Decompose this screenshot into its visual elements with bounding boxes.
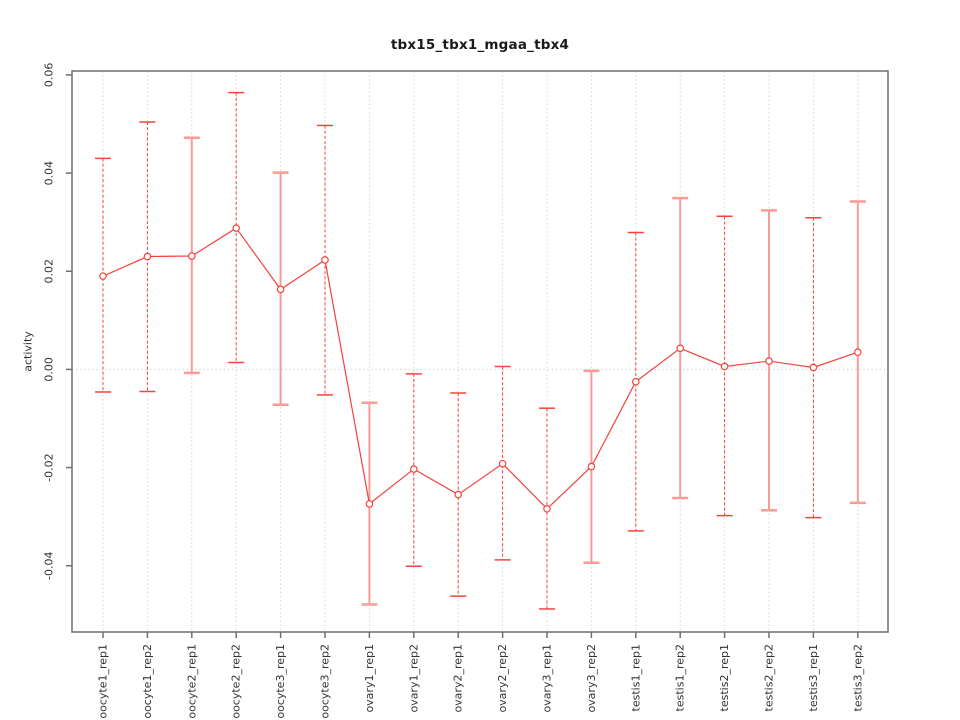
x-tick-label: oocyte1_rep2 [141,644,154,719]
data-point [409,465,418,473]
y-tick-label: 0.06 [43,63,56,88]
x-tick-label: testis1_rep2 [674,644,687,711]
data-point [143,252,152,261]
data-point [853,348,862,357]
data-point [188,252,196,260]
data-point [454,490,463,499]
y-tick-label: -0.04 [43,552,56,580]
data-point [321,256,329,264]
data-point [676,344,685,353]
x-tick-label: ovary2_rep1 [452,644,465,713]
y-tick-label: 0.04 [43,161,56,186]
data-point [99,272,107,280]
x-tick-label: oocyte2_rep1 [185,644,198,719]
x-tick-label: oocyte2_rep2 [230,644,243,719]
x-tick-label: oocyte1_rep1 [97,644,110,719]
y-tick-label: 0.00 [43,357,56,382]
data-point [543,505,551,513]
y-tick-label: -0.02 [43,453,56,481]
plot-border [71,70,889,633]
y-tick-label: 0.02 [43,259,56,284]
x-tick-label: ovary1_rep1 [363,644,376,713]
data-point [365,500,374,508]
data-point [809,363,818,372]
x-tick-label: testis2_rep2 [763,644,776,711]
data-point [720,362,729,371]
data-point [587,462,596,471]
x-tick-label: testis1_rep1 [629,644,642,711]
data-point [276,285,285,294]
data-point [498,459,507,468]
data-point [631,377,640,386]
data-point [232,224,241,232]
x-tick-label: oocyte3_rep2 [319,644,332,719]
chart-title: tbx15_tbx1_mgaa_tbx4 [390,37,570,53]
x-tick-label: ovary2_rep2 [496,644,509,713]
x-tick-label: testis2_rep1 [718,644,731,711]
x-tick-label: testis3_rep2 [851,644,864,711]
x-tick-label: ovary3_rep2 [585,644,598,713]
series-line [102,227,858,510]
data-point [765,357,773,365]
x-tick-label: oocyte3_rep1 [274,644,287,719]
x-tick-label: ovary3_rep1 [541,644,554,713]
x-tick-label: testis3_rep1 [807,644,820,711]
x-tick-label: ovary1_rep2 [407,644,420,713]
